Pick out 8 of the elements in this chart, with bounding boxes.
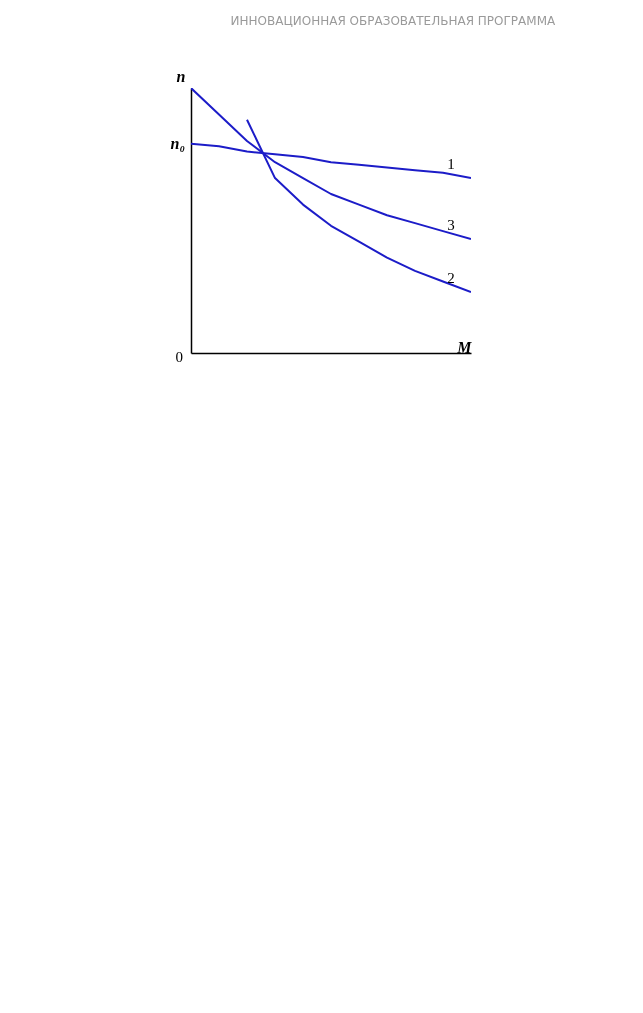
text: n₀ — [170, 134, 185, 152]
y-axis-title: n — [176, 67, 186, 85]
chart-title: ИННОВАЦИОННАЯ ОБРАЗОВАТЕЛЬНАЯ ПРОГРАММА — [230, 14, 557, 28]
series-label: 1 — [447, 156, 455, 173]
series-label: 3 — [447, 217, 455, 234]
text: 0 — [175, 349, 183, 365]
series-label: 2 — [447, 270, 455, 287]
x-axis-title: M — [456, 338, 473, 356]
